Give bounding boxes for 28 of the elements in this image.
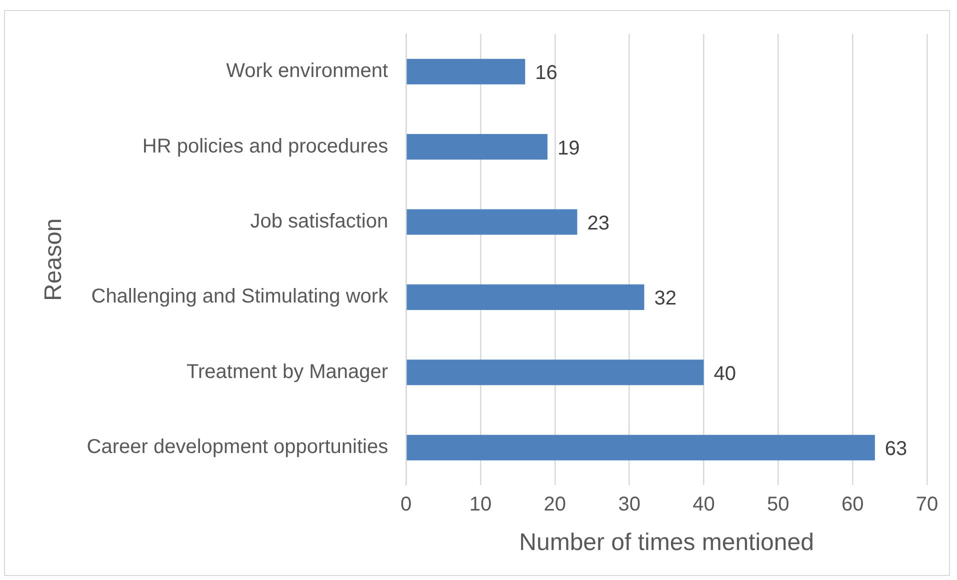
y-tick-label: Treatment by Manager [186,360,388,383]
x-tick-label: 0 [400,494,412,516]
x-tick-label: 30 [618,494,640,516]
data-label: 40 [714,362,736,385]
x-axis-title: Number of times mentioned [519,529,814,556]
y-tick-label: Work environment [226,60,389,82]
bar [406,134,548,160]
bar [406,434,875,460]
data-label: 32 [654,288,676,310]
y-tick-label: HR policies and procedures [142,135,388,158]
bar [406,284,644,310]
x-tick-label: 50 [767,494,790,516]
data-label: 23 [587,212,610,235]
x-tick-label: 70 [916,494,938,516]
y-tick-label: Career development opportunities [86,436,388,458]
y-axis-title: Reason [40,218,68,301]
bar [406,209,578,235]
data-label: 19 [557,137,580,160]
x-tick-label: 10 [469,494,492,516]
bar [406,58,526,84]
x-tick-label: 60 [841,494,864,516]
x-tick-label: 20 [544,494,566,516]
data-label: 63 [884,438,908,460]
y-tick-label: Job satisfaction [250,210,388,233]
bar [406,360,704,386]
data-label: 16 [535,62,558,84]
y-tick-label: Challenging and Stimulating work [91,286,390,308]
x-tick-label: 40 [692,494,715,516]
